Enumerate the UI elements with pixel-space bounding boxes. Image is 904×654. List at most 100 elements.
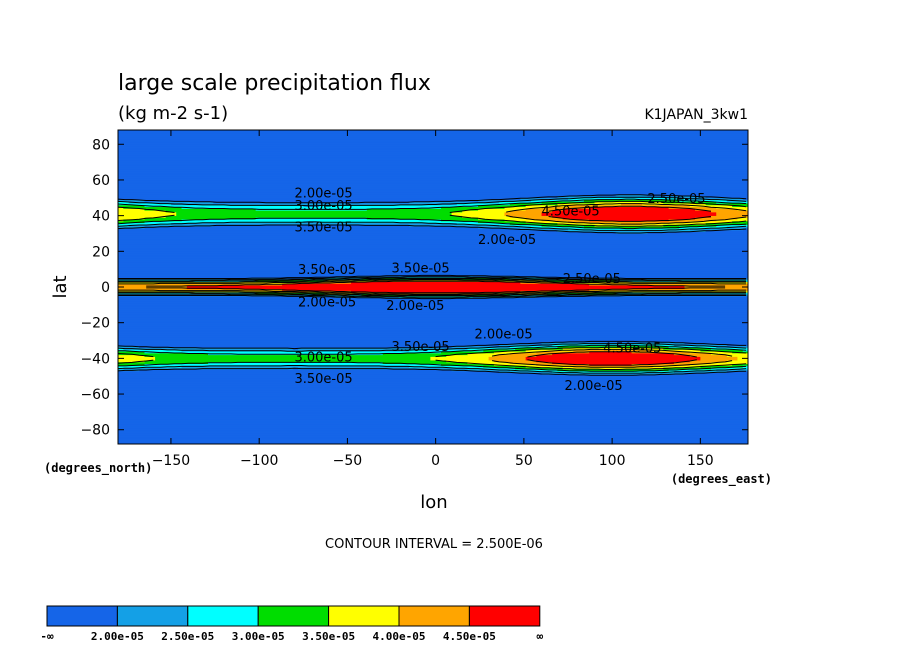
heatmap-cell: [118, 400, 749, 404]
contour-label: 3.50e-05: [392, 261, 450, 276]
heatmap-cell: [118, 129, 749, 133]
heatmap-cell: [716, 213, 749, 216]
heatmap-cell: [118, 211, 177, 215]
heatmap-cell: [144, 354, 447, 357]
heatmap-cell: [118, 383, 749, 386]
y-tick-label: 80: [92, 137, 110, 153]
x-axis-ticks: −150 −100 −50 0 50 100 150: [152, 130, 714, 469]
heatmap-cell: [642, 202, 707, 206]
heatmap-cell: [366, 217, 479, 220]
colorbar-label: 4.50e-05: [443, 630, 496, 643]
heatmap-cell: [118, 186, 749, 190]
heatmap-cell: [499, 201, 542, 204]
model-label: K1JAPAN_3kw1: [644, 107, 748, 123]
heatmap-cell: [525, 358, 701, 361]
heatmap-cell: [509, 368, 558, 372]
heatmap-cell: [155, 356, 431, 359]
heatmap-cell: [541, 201, 595, 204]
contour-line: [117, 198, 747, 210]
heatmap-cell: [118, 300, 749, 304]
heatmap-cell: [684, 342, 749, 345]
heatmap-cell: [118, 209, 167, 213]
contour-label: 3.00e-05: [294, 351, 352, 366]
heatmap-cell: [668, 206, 717, 209]
heatmap-cell: [350, 290, 521, 293]
heatmap-cell: [382, 361, 468, 365]
heatmap-cell: [536, 350, 590, 354]
heatmap-cell: [170, 222, 458, 225]
heatmap-cell: [488, 358, 527, 361]
heatmap-cell: [562, 208, 696, 211]
heatmap-cell: [118, 377, 749, 381]
heatmap-cell: [118, 226, 145, 229]
heatmap-cell: [118, 143, 749, 147]
contour-line: [118, 361, 747, 372]
heatmap-cell: [716, 224, 749, 227]
heatmap-cell: [118, 318, 749, 322]
heatmap-cell: [118, 431, 749, 434]
heatmap-cell: [118, 358, 156, 361]
heatmap-cell: [525, 365, 574, 368]
heatmap-cell: [118, 147, 749, 150]
heatmap-cell: [631, 363, 691, 366]
heatmap-cell: [118, 202, 172, 206]
contour-label: 2.00e-05: [564, 379, 622, 394]
heatmap-cell: [118, 331, 749, 334]
heatmap-cell: [118, 422, 749, 425]
contour-line: [548, 205, 711, 212]
contour-line: [146, 280, 726, 287]
heatmap-cell: [589, 206, 669, 209]
heatmap-cell: [509, 361, 553, 365]
heatmap-cell: [118, 227, 521, 231]
chart-title: large scale precipitation flux: [118, 71, 431, 96]
heatmap-cell: [118, 397, 749, 400]
contour-line: [117, 217, 747, 230]
heatmap-cell: [118, 313, 749, 316]
heatmap-cell: [123, 206, 182, 209]
x-tick-label: −100: [240, 453, 278, 469]
heatmap-cell: [647, 193, 749, 197]
contour-line: [117, 353, 154, 358]
contour-line: [118, 278, 747, 283]
contour-label: 2.00e-05: [474, 327, 532, 342]
contour-label: 3.00e-05: [294, 199, 352, 214]
heatmap-cell: [118, 179, 749, 183]
heatmap-cell: [700, 365, 744, 368]
heatmap-cell: [557, 222, 622, 225]
heatmap-cell: [118, 374, 749, 377]
colorbar-swatch: [46, 605, 118, 627]
contour-line: [118, 344, 747, 355]
heatmap-cell: [118, 308, 749, 311]
contour-line: [146, 287, 726, 294]
contour-line: [435, 346, 747, 358]
heatmap-cell: [118, 334, 749, 338]
heatmap-cell: [118, 425, 749, 429]
colorbar: [46, 605, 541, 627]
heatmap-cell: [118, 393, 749, 397]
heatmap-cell: [118, 390, 749, 393]
heatmap-cell: [118, 133, 749, 136]
contour-interval-text: CONTOUR INTERVAL = 2.500E-06: [325, 537, 543, 552]
contour-line: [117, 224, 747, 234]
heatmap-cell: [118, 420, 749, 423]
heatmap-cell: [118, 176, 749, 179]
heatmap-cell: [118, 190, 749, 193]
heatmap-cell: [589, 218, 669, 222]
heatmap-cell: [525, 204, 569, 208]
contour-line: [492, 348, 733, 357]
contour-label: 2.50e-05: [563, 272, 621, 287]
colorbar-swatch: [468, 605, 541, 627]
heatmap-cell: [118, 192, 749, 195]
heatmap-cell: [673, 343, 728, 347]
heatmap-cell: [165, 215, 463, 218]
y-tick-label: 60: [92, 173, 110, 189]
heatmap-cell: [478, 217, 527, 220]
heatmap-cell: [689, 220, 733, 224]
colorbar-label: 3.50e-05: [302, 630, 355, 643]
heatmap-cell: [589, 288, 749, 291]
heatmap-cell: [118, 242, 749, 245]
heatmap-cell: [409, 349, 484, 352]
contour-line: [548, 216, 711, 222]
contour-label: 2.00e-05: [386, 299, 444, 314]
heatmap-cell: [118, 131, 749, 134]
